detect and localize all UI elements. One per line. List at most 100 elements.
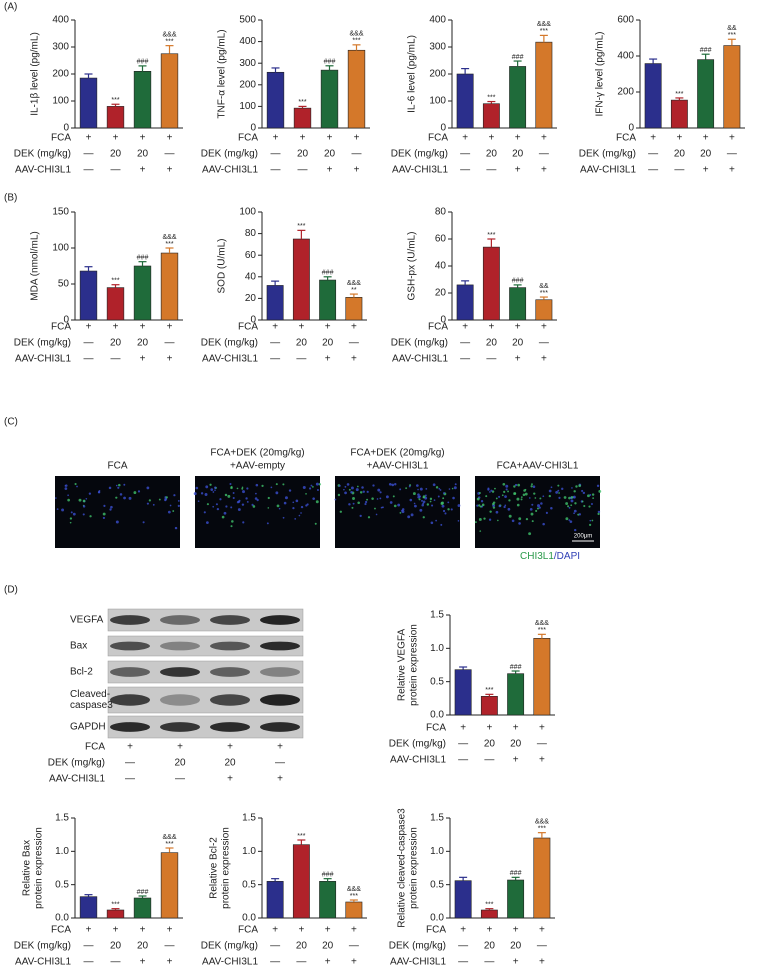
treatment-value: — (484, 957, 494, 967)
treatment-value: + (541, 354, 547, 365)
cell-dot (314, 522, 317, 525)
cell-dot (530, 512, 534, 516)
stain-legend-entry: CHI3L1 (520, 551, 554, 562)
cell-dot (570, 499, 574, 503)
y-tick-label: 20 (245, 293, 257, 304)
treatment-value: — (484, 755, 494, 766)
cell-dot (419, 508, 423, 512)
band-label: Bax (70, 641, 87, 652)
y-tick-label: 150 (52, 207, 69, 218)
cell-dot (417, 488, 419, 491)
bar (133, 265, 152, 321)
cell-dot (454, 483, 457, 486)
cell-dot (173, 494, 176, 497)
bar (456, 73, 474, 129)
cell-dot (597, 512, 600, 516)
cell-dot (108, 486, 112, 490)
treatment-value: + (300, 133, 306, 144)
cell-dot (236, 487, 239, 490)
cell-dot (69, 521, 72, 524)
cell-dot (74, 482, 77, 486)
treatment-value: — (84, 941, 94, 952)
cell-dot (503, 490, 506, 493)
y-tick-label: 80 (245, 228, 257, 239)
cell-dot (242, 490, 245, 494)
cell-dot (418, 498, 421, 501)
cell-dot (571, 487, 573, 489)
cell-dot (397, 503, 401, 507)
y-tick-label: 500 (239, 15, 256, 26)
treatment-value: + (650, 133, 656, 144)
y-axis-label: MDA (nmol/mL) (30, 231, 41, 300)
cell-dot (508, 499, 511, 502)
cell-dot (483, 517, 486, 520)
significance-mark: *** (165, 241, 173, 248)
cell-dot (588, 523, 592, 526)
cell-dot (498, 504, 502, 508)
cell-dot (533, 492, 536, 495)
cell-dot (516, 503, 520, 507)
treatment-value: + (486, 925, 492, 936)
cell-dot (267, 496, 270, 500)
cell-dot (379, 491, 382, 494)
bar (292, 238, 310, 321)
cell-dot (351, 506, 354, 509)
cell-dot (417, 493, 420, 496)
y-tick-label: 400 (52, 15, 69, 26)
significance-mark: ### (512, 278, 524, 285)
significance-mark: *** (675, 91, 683, 98)
cell-dot (574, 502, 577, 505)
treatment-value: 20 (110, 941, 122, 952)
cell-dot (379, 497, 382, 500)
treatment-value: — (111, 165, 121, 176)
cell-dot (492, 502, 495, 506)
cell-dot (590, 503, 593, 506)
bar (480, 909, 498, 919)
cell-dot (410, 513, 414, 517)
y-axis-label: protein expression (409, 624, 420, 706)
cell-dot (480, 500, 484, 503)
treatment-value: + (140, 322, 146, 333)
cell-dot (246, 500, 249, 503)
cell-dot (567, 505, 570, 508)
blot-band (260, 615, 300, 625)
cell-dot (197, 500, 200, 503)
cell-dot (514, 483, 518, 487)
y-tick-label: 300 (239, 58, 256, 69)
treatment-label: AAV-CHI3L1 (202, 165, 258, 176)
cell-dot (558, 492, 560, 494)
cell-dot (212, 505, 215, 508)
significance-mark: *** (487, 94, 495, 101)
treatment-value: — (84, 957, 94, 967)
cell-dot (388, 482, 392, 486)
treatment-label: DEK (mg/kg) (201, 338, 258, 349)
cell-dot (529, 507, 533, 511)
y-tick-label: 1.0 (55, 846, 69, 857)
treatment-value: + (272, 322, 278, 333)
cell-dot (488, 518, 492, 521)
cell-dot (119, 493, 123, 496)
treatment-label: AAV-CHI3L1 (49, 774, 105, 785)
cell-dot (573, 490, 576, 493)
cell-dot (275, 483, 278, 486)
cell-dot (507, 490, 509, 493)
cell-dot (137, 490, 141, 493)
cell-dot (531, 520, 534, 523)
treatment-value: — (84, 149, 94, 160)
cell-dot (587, 494, 590, 498)
treatment-value: 20 (486, 338, 498, 349)
cell-dot (146, 502, 149, 505)
cell-dot (174, 526, 178, 530)
treatment-value: — (296, 354, 306, 365)
significance-mark: &&& (162, 834, 176, 841)
cell-dot (356, 485, 359, 488)
treatment-label: FCA (238, 133, 258, 144)
cell-dot (592, 497, 595, 499)
bar (456, 284, 474, 321)
cell-dot (474, 521, 477, 524)
blot-band (160, 641, 200, 651)
cell-dot (359, 514, 362, 518)
cell-dot (421, 504, 424, 507)
treatment-value: + (325, 354, 331, 365)
treatment-value: + (272, 925, 278, 936)
